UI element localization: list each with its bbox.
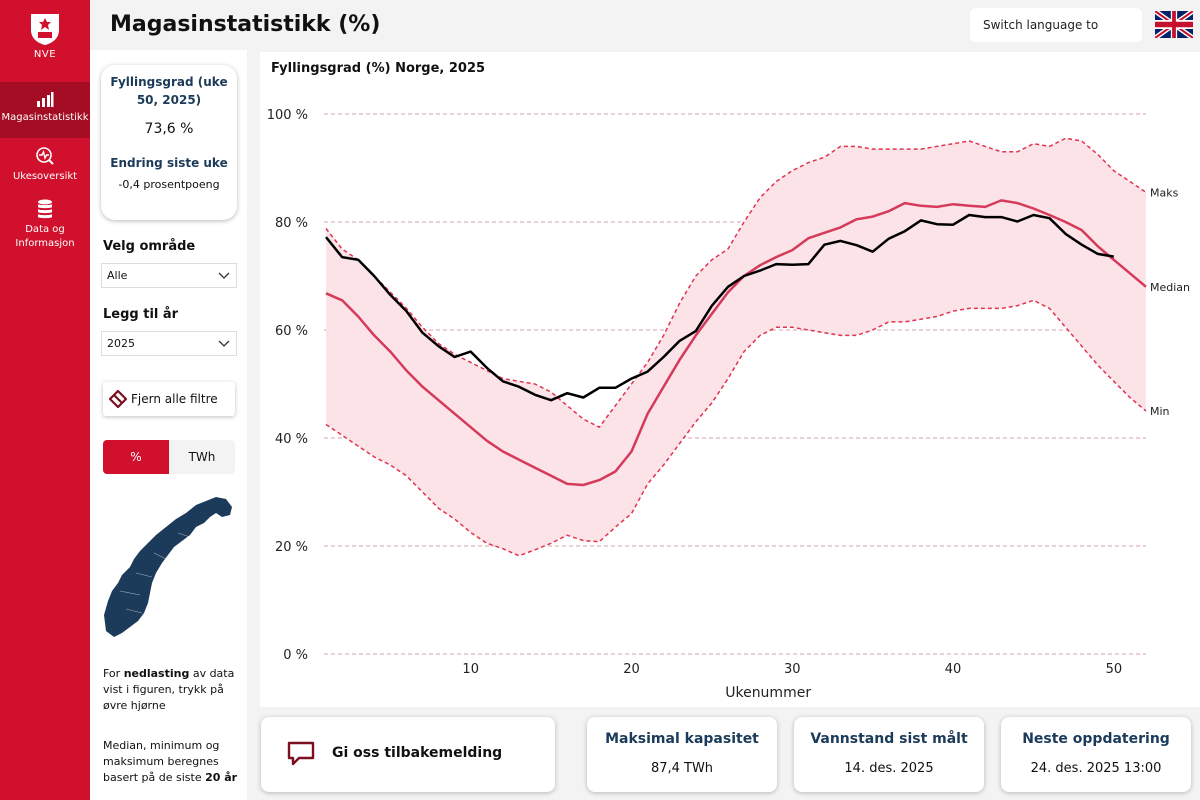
unit-toggle-twh[interactable]: TWh	[169, 440, 235, 474]
x-axis-label: Ukenummer	[725, 685, 811, 701]
clear-filters-button[interactable]: Fjern alle filtre	[103, 382, 235, 416]
download-note-post: av data vist i figuren, trykk på øvre hj…	[103, 667, 235, 712]
nav-item-data-og-informasjon[interactable]: Data og Informasjon	[0, 199, 90, 255]
series-label-median: Median	[1150, 281, 1190, 294]
lion-crest-icon	[31, 14, 59, 45]
y-tick-label: 40 %	[275, 432, 308, 447]
series-line-2025	[325, 213, 1115, 402]
max-capacity-card: Maksimal kapasitet 87,4 TWh	[587, 717, 777, 792]
area-label: Velg område	[103, 239, 196, 254]
card-title: Neste oppdatering	[1022, 731, 1170, 747]
card-value: 14. des. 2025	[844, 761, 934, 776]
x-tick-label: 30	[784, 662, 801, 677]
weekly-change-value: -0,4 prosentpoeng	[118, 178, 220, 191]
chat-icon	[287, 741, 315, 766]
feedback-button[interactable]: Gi oss tilbakemelding	[261, 717, 555, 792]
uk-flag-icon[interactable]	[1155, 11, 1193, 38]
y-tick-label: 100 %	[267, 108, 308, 123]
series-line-maks	[325, 137, 1147, 428]
weekly-change-title: Endring siste uke	[110, 156, 228, 170]
nav-item-magasinstatistikk[interactable]: Magasinstatistikk	[0, 82, 90, 138]
nav-item-label: Ukesoversikt	[12, 171, 78, 182]
series-label-min: Min	[1150, 405, 1170, 418]
norway-map[interactable]	[100, 495, 235, 645]
year-label: Legg til år	[103, 307, 179, 322]
eraser-icon	[109, 390, 127, 408]
x-tick-label: 50	[1106, 662, 1123, 677]
median-note: Median, minimum og maksimum beregnes bas…	[103, 738, 238, 786]
next-update-card: Neste oppdatering 24. des. 2025 13:00	[1001, 717, 1191, 792]
median-note-bold: 20 år	[205, 771, 238, 784]
feedback-label: Gi oss tilbakemelding	[332, 745, 503, 761]
series-line-min	[325, 299, 1147, 557]
area-select-value: Alle	[107, 269, 128, 282]
download-note-pre: For	[103, 667, 121, 680]
year-select-value: 2025	[107, 337, 135, 350]
bar-chart-icon	[37, 92, 54, 107]
median-note-pre: Median, minimum og maksimum beregnes bas…	[103, 739, 220, 784]
card-title: Vannstand sist målt	[810, 731, 968, 747]
download-note-bold: nedlasting	[123, 667, 190, 680]
x-tick-label: 40	[945, 662, 962, 677]
clear-filters-label: Fjern alle filtre	[131, 392, 218, 406]
chevron-down-icon	[218, 272, 230, 279]
nav-item-label: Data og Informasjon	[15, 224, 75, 249]
chart-title: Fyllingsgrad (%) Norge, 2025	[271, 61, 486, 76]
sidebar: NVE Magasinstatistikk Ukesoversikt Data …	[0, 0, 90, 800]
reservoir-chart[interactable]: 0 % 20 % 40 % 60 % 80 % 100 % 10 20 30 40 50 Ukenum…	[260, 52, 1200, 707]
y-tick-label: 80 %	[275, 216, 308, 231]
card-value: 24. des. 2025 13:00	[1030, 761, 1162, 776]
min-max-band	[326, 138, 1146, 556]
y-tick-label: 60 %	[275, 324, 308, 339]
card-value: 87,4 TWh	[650, 761, 714, 776]
database-icon	[38, 199, 52, 219]
last-measured-card: Vannstand sist målt 14. des. 2025	[794, 717, 984, 792]
unit-toggle-percent[interactable]: %	[103, 440, 169, 474]
nve-logo: NVE	[12, 12, 78, 78]
logo-text: NVE	[33, 49, 57, 60]
chevron-down-icon	[218, 340, 230, 347]
area-select[interactable]: Alle	[101, 263, 237, 288]
year-select[interactable]: 2025	[101, 331, 237, 356]
fill-level-title: Fyllingsgrad (uke 50, 2025)	[110, 75, 228, 107]
language-switch-button[interactable]: Switch language to English:	[970, 8, 1142, 66]
nav-item-ukesoversikt[interactable]: Ukesoversikt	[0, 146, 90, 190]
x-tick-label: 10	[462, 662, 479, 677]
fill-level-card: Fyllingsgrad (uke 50, 2025) 73,6 % Endri…	[101, 65, 237, 220]
fill-level-value: 73,6 %	[144, 121, 194, 137]
series-line-median	[325, 199, 1147, 487]
y-tick-label: 0 %	[283, 648, 308, 663]
nav-item-label: Magasinstatistikk	[1, 112, 89, 123]
x-tick-label: 20	[623, 662, 640, 677]
pulse-icon	[36, 147, 54, 165]
series-label-maks: Maks	[1150, 186, 1179, 199]
card-title: Maksimal kapasitet	[605, 731, 759, 747]
y-tick-label: 20 %	[275, 540, 308, 555]
page-title: Magasinstatistikk (%)	[110, 12, 381, 37]
download-note: For nedlasting av data vist i figuren, t…	[103, 666, 238, 714]
